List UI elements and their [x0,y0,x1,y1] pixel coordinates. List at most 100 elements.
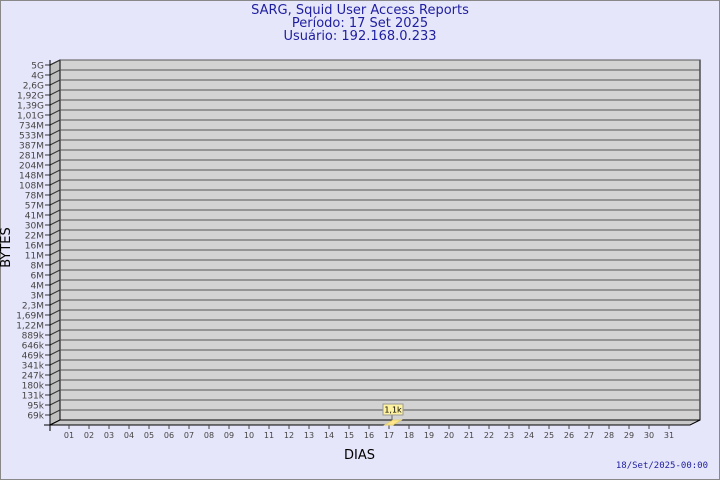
side-gridline [49,349,61,356]
side-gridline [49,359,61,366]
y-tick-label: 57M [25,202,44,212]
chart-period: Período: 17 Set 2025 [291,16,429,31]
y-tick-label: 1,39G [17,102,44,112]
x-tick-label: 24 [524,431,534,440]
x-tick-label: 06 [164,431,174,440]
x-tick-label: 05 [144,431,154,440]
y-tick-label: 1,01G [17,112,44,122]
y-tick-label: 108M [19,182,44,192]
x-tick-label: 17 [384,431,394,440]
side-gridline [49,119,61,126]
side-gridline [49,169,61,176]
x-tick-label: 30 [644,431,654,440]
x-tick-label: 07 [184,431,194,440]
side-gridline [49,209,61,216]
y-tick-label: 247k [22,372,45,382]
x-tick-label: 14 [324,431,334,440]
x-tick-label: 20 [444,431,454,440]
side-gridline [49,379,61,386]
floor [49,419,701,426]
x-tick-label: 23 [504,431,514,440]
side-gridline [49,409,61,416]
side-gridline [49,69,61,76]
y-tick-label: 16M [25,242,44,252]
side-gridline [49,219,61,226]
y-tick-label: 646k [22,342,45,352]
side-gridline [49,259,61,266]
side-gridline [49,149,61,156]
y-axis-label: BYTES [0,227,14,268]
side-gridline [49,79,61,86]
x-tick-label: 02 [84,431,94,440]
side-gridline [49,239,61,246]
side-gridline [49,229,61,236]
y-tick-label: 387M [19,142,44,152]
y-tick-label: 148M [19,172,44,182]
x-tick-label: 26 [564,431,574,440]
y-tick-label: 8M [31,262,45,272]
side-gridline [49,319,61,326]
x-tick-label: 08 [204,431,214,440]
x-tick-label: 28 [604,431,614,440]
side-gridline [49,89,61,96]
x-tick-label: 18 [404,431,414,440]
chart-title: SARG, Squid User Access Reports [251,3,469,18]
y-tick-label: 4M [31,282,45,292]
y-tick-label: 469k [22,352,45,362]
x-tick-label: 22 [484,431,494,440]
side-gridline [49,109,61,116]
side-gridline [49,99,61,106]
side-gridline [49,369,61,376]
x-tick-label: 13 [304,431,314,440]
x-tick-label: 25 [544,431,554,440]
x-tick-label: 15 [344,431,354,440]
side-gridline [49,389,61,396]
side-gridline [49,59,61,66]
side-gridline [49,309,61,316]
x-tick-label: 12 [284,431,294,440]
side-gridline [49,189,61,196]
x-tick-label: 31 [664,431,674,440]
data-label: 1,1k [384,406,402,415]
y-tick-label: 131k [22,392,45,402]
side-gridline [49,279,61,286]
side-gridline [49,199,61,206]
y-tick-label: 281M [19,152,44,162]
side-gridline [49,159,61,166]
y-tick-label: 11M [25,252,44,262]
y-tick-label: 1,69M [16,312,44,322]
side-gridline [49,329,61,336]
x-tick-label: 10 [244,431,254,440]
y-tick-label: 4G [31,72,44,82]
x-tick-label: 04 [124,431,134,440]
data-label-box [382,403,404,416]
x-tick-label: 27 [584,431,594,440]
x-tick-label: 29 [624,431,634,440]
side-gridline [49,249,61,256]
y-tick-label: 1,22M [16,322,44,332]
x-tick-label: 21 [464,431,474,440]
side-gridline [49,269,61,276]
y-tick-label: 341k [22,362,45,372]
y-tick-label: 2,3M [22,302,44,312]
side-gridline [49,289,61,296]
y-tick-label: 533M [19,132,44,142]
y-tick-label: 3M [31,292,45,302]
x-tick-label: 09 [224,431,234,440]
x-tick-label: 11 [264,431,274,440]
side-gridline [49,299,61,306]
x-tick-label: 03 [104,431,114,440]
y-tick-label: 1,92G [17,92,44,102]
x-tick-label: 16 [364,431,374,440]
y-tick-label: 204M [19,162,44,172]
side-gridline [49,129,61,136]
y-tick-label: 6M [31,272,45,282]
x-axis-label: DIAS [344,448,375,463]
y-tick-label: 734M [19,122,44,132]
side-gridline [49,139,61,146]
y-tick-label: 5G [31,62,44,72]
bar-day-17 [383,419,403,426]
x-tick-label: 19 [424,431,434,440]
y-tick-label: 69k [27,412,44,422]
y-tick-label: 180k [22,382,45,392]
